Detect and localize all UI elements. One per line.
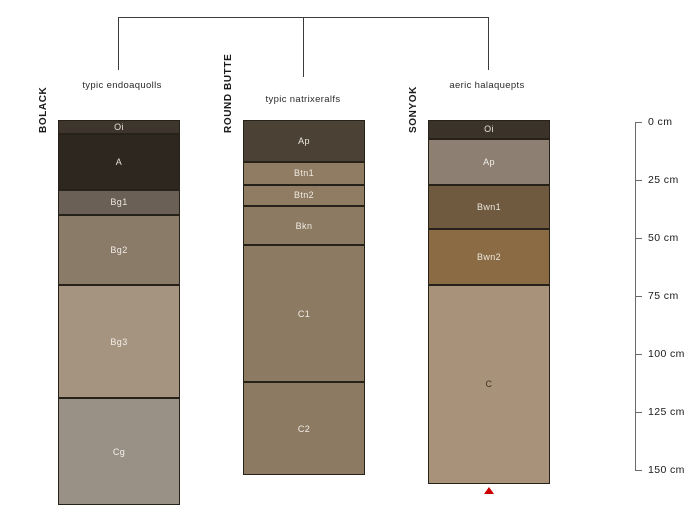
taxonomy-label-1: typic natrixeralfs (265, 94, 341, 105)
horizon-label: Cg (112, 446, 126, 457)
horizon-label: Bg2 (110, 244, 128, 255)
horizon-btn1[interactable]: Btn1 (243, 161, 365, 185)
horizon-label: Btn2 (293, 190, 315, 201)
horizon-ap[interactable]: Ap (428, 138, 550, 185)
depth-tick-25 (635, 180, 642, 181)
depth-tick-label-100: 100 cm (648, 348, 685, 360)
horizon-btn2[interactable]: Btn2 (243, 184, 365, 206)
depth-tick-50 (635, 238, 642, 239)
site-name-sonyok: SONYOK (408, 86, 419, 133)
depth-tick-125 (635, 412, 642, 413)
horizon-label: Bg1 (110, 197, 128, 208)
horizon-bwn1[interactable]: Bwn1 (428, 184, 550, 230)
depth-tick-label-150: 150 cm (648, 464, 685, 476)
dendrogram-branch-1 (303, 17, 304, 77)
site-name-bolack: BOLACK (38, 86, 49, 133)
depth-tick-label-50: 50 cm (648, 232, 679, 244)
horizon-bwn2[interactable]: Bwn2 (428, 229, 550, 285)
horizon-a[interactable]: A (58, 133, 180, 190)
depth-tick-label-125: 125 cm (648, 406, 685, 418)
horizon-label: Bg3 (110, 336, 128, 347)
horizon-oi[interactable]: Oi (58, 120, 180, 134)
depth-tick-75 (635, 296, 642, 297)
depth-tick-label-25: 25 cm (648, 174, 679, 186)
depth-tick-label-75: 75 cm (648, 290, 679, 302)
depth-tick-150 (635, 470, 642, 471)
horizon-bg3[interactable]: Bg3 (58, 284, 180, 399)
horizon-label: C1 (297, 308, 311, 319)
soil-profile-sonyok: Oi Ap Bwn1 Bwn2 C (428, 120, 550, 485)
soil-profile-bolack: Oi A Bg1 Bg2 Bg3 Cg (58, 120, 180, 505)
horizon-oi[interactable]: Oi (428, 120, 550, 139)
horizon-c2[interactable]: C2 (243, 382, 365, 475)
horizon-label: Ap (483, 156, 495, 167)
horizon-label: Bwn2 (476, 251, 502, 262)
horizon-c1[interactable]: C1 (243, 245, 365, 383)
horizon-label: Bwn1 (476, 201, 502, 212)
dendrogram-branch-0 (118, 17, 119, 70)
taxonomy-label-0: typic endoaquolls (82, 80, 162, 91)
dendrogram-branch-2 (488, 17, 489, 70)
horizon-c[interactable]: C (428, 284, 550, 485)
horizon-bg1[interactable]: Bg1 (58, 189, 180, 216)
horizon-label: Oi (114, 121, 124, 132)
horizon-ap[interactable]: Ap (243, 120, 365, 162)
horizon-label: Bkn (295, 220, 313, 231)
soil-profile-round-butte: Ap Btn1 Btn2 Bkn C1 C2 (243, 120, 365, 475)
horizon-bg2[interactable]: Bg2 (58, 215, 180, 285)
horizon-cg[interactable]: Cg (58, 398, 180, 505)
depth-tick-100 (635, 354, 642, 355)
site-name-round-butte: ROUND BUTTE (223, 53, 234, 133)
horizon-label: A (115, 156, 123, 167)
horizon-label: Ap (298, 135, 310, 146)
horizon-label: Oi (484, 124, 494, 135)
taxonomy-label-2: aeric halaquepts (449, 80, 525, 91)
bottom-depth-marker (484, 487, 494, 494)
horizon-label: C2 (297, 423, 311, 434)
horizon-bkn[interactable]: Bkn (243, 205, 365, 246)
depth-tick-0 (635, 122, 642, 123)
depth-tick-label-0: 0 cm (648, 116, 673, 128)
horizon-label: Btn1 (293, 168, 315, 179)
horizon-label: C (485, 379, 493, 390)
